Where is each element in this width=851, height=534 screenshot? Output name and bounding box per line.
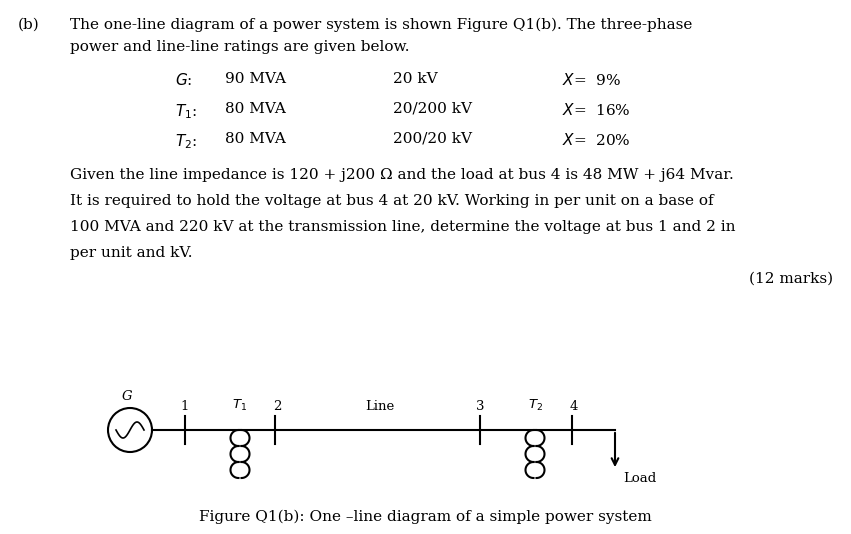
Text: Line: Line [365, 400, 395, 413]
Text: 2: 2 [273, 400, 281, 413]
Text: $X$=  20%: $X$= 20% [562, 132, 631, 148]
Text: 20/200 kV: 20/200 kV [393, 102, 472, 116]
Text: The one-line diagram of a power system is shown Figure Q1(b). The three-phase: The one-line diagram of a power system i… [70, 18, 693, 33]
Text: 4: 4 [570, 400, 578, 413]
Text: 1: 1 [180, 400, 189, 413]
Text: 20 kV: 20 kV [393, 72, 437, 86]
Text: $T_2$: $T_2$ [528, 398, 542, 413]
Text: 100 MVA and 220 kV at the transmission line, determine the voltage at bus 1 and : 100 MVA and 220 kV at the transmission l… [70, 220, 735, 234]
Text: Figure Q1(b): One –line diagram of a simple power system: Figure Q1(b): One –line diagram of a sim… [198, 510, 651, 524]
Text: $X$=  9%: $X$= 9% [562, 72, 621, 88]
Text: (b): (b) [18, 18, 40, 32]
Text: Given the line impedance is 120 + j200 Ω and the load at bus 4 is 48 MW + j64 Mv: Given the line impedance is 120 + j200 Ω… [70, 168, 734, 182]
Text: 90 MVA: 90 MVA [225, 72, 286, 86]
Text: 200/20 kV: 200/20 kV [393, 132, 472, 146]
Text: 80 MVA: 80 MVA [225, 132, 286, 146]
Text: G: G [122, 390, 132, 403]
Text: $X$=  16%: $X$= 16% [562, 102, 631, 118]
Text: Load: Load [623, 472, 656, 485]
Text: $T_2$:: $T_2$: [175, 132, 197, 151]
Text: 80 MVA: 80 MVA [225, 102, 286, 116]
Text: 3: 3 [476, 400, 484, 413]
Text: power and line-line ratings are given below.: power and line-line ratings are given be… [70, 40, 409, 54]
Text: per unit and kV.: per unit and kV. [70, 246, 192, 260]
Text: $G$:: $G$: [175, 72, 192, 88]
Text: $T_1$:: $T_1$: [175, 102, 197, 121]
Text: (12 marks): (12 marks) [749, 272, 833, 286]
Text: $T_1$: $T_1$ [232, 398, 248, 413]
Text: It is required to hold the voltage at bus 4 at 20 kV. Working in per unit on a b: It is required to hold the voltage at bu… [70, 194, 714, 208]
